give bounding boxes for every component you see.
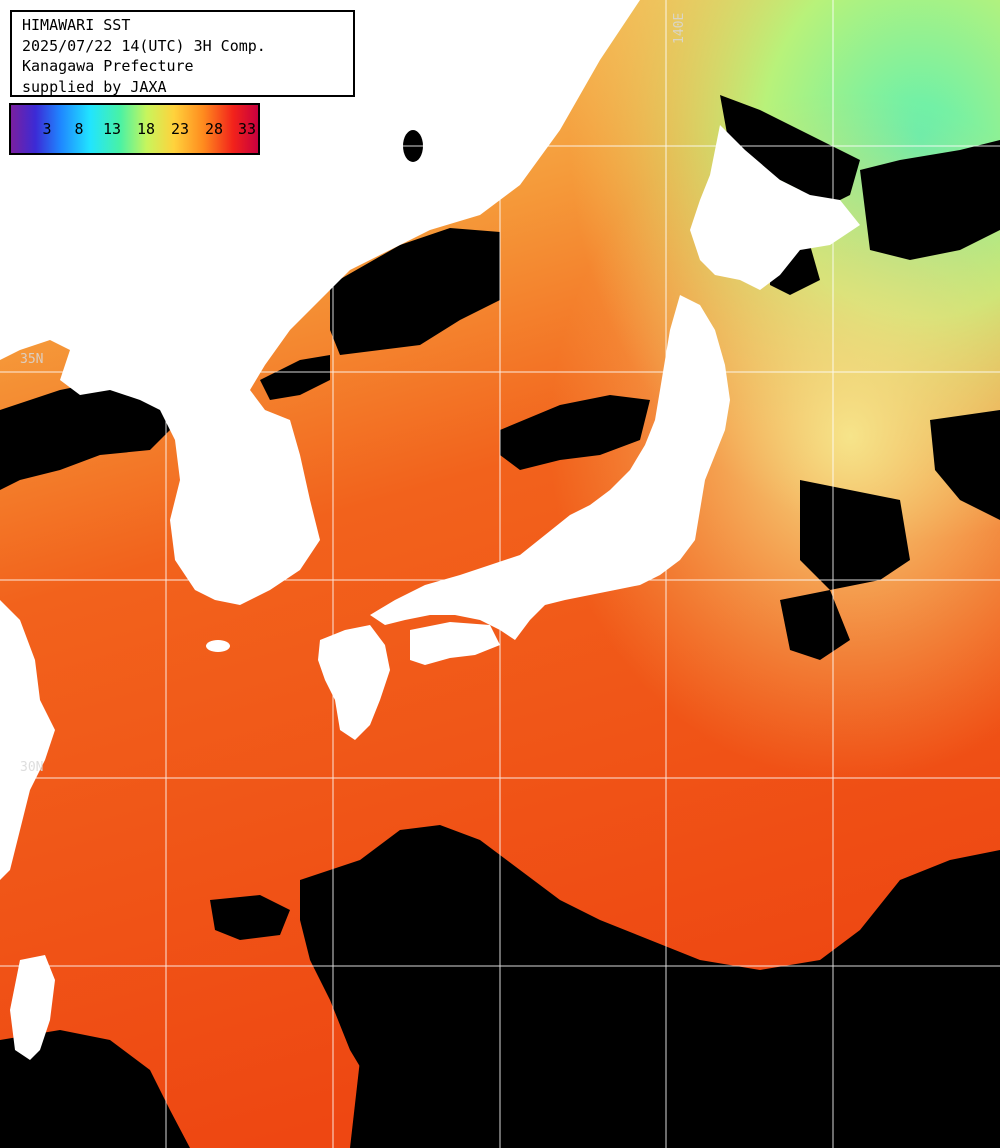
title-line-product: HIMAWARI SST xyxy=(22,16,131,34)
sst-color-legend: 3 8 13 18 23 28 33 xyxy=(9,103,260,155)
legend-tick: 23 xyxy=(170,120,190,138)
title-line-credit: supplied by JAXA xyxy=(22,77,167,96)
legend-tick: 33 xyxy=(237,120,257,138)
legend-tick: 13 xyxy=(102,120,122,138)
legend-tick: 8 xyxy=(74,120,84,138)
lat-label-upper: 35N xyxy=(20,352,44,367)
legend-tick: 3 xyxy=(42,120,52,138)
legend-tick: 18 xyxy=(136,120,156,138)
title-line-region: Kanagawa Prefecture xyxy=(22,57,194,75)
map-title-box: HIMAWARI SST 2025/07/22 14(UTC) 3H Comp.… xyxy=(10,10,355,97)
legend-tick: 28 xyxy=(204,120,224,138)
cloud-mask xyxy=(0,95,1000,1148)
lat-label-lower: 30N xyxy=(20,760,44,775)
title-line-datetime: 2025/07/22 14(UTC) 3H Comp. xyxy=(22,36,266,55)
lon-label-140e: 140E xyxy=(672,12,687,44)
